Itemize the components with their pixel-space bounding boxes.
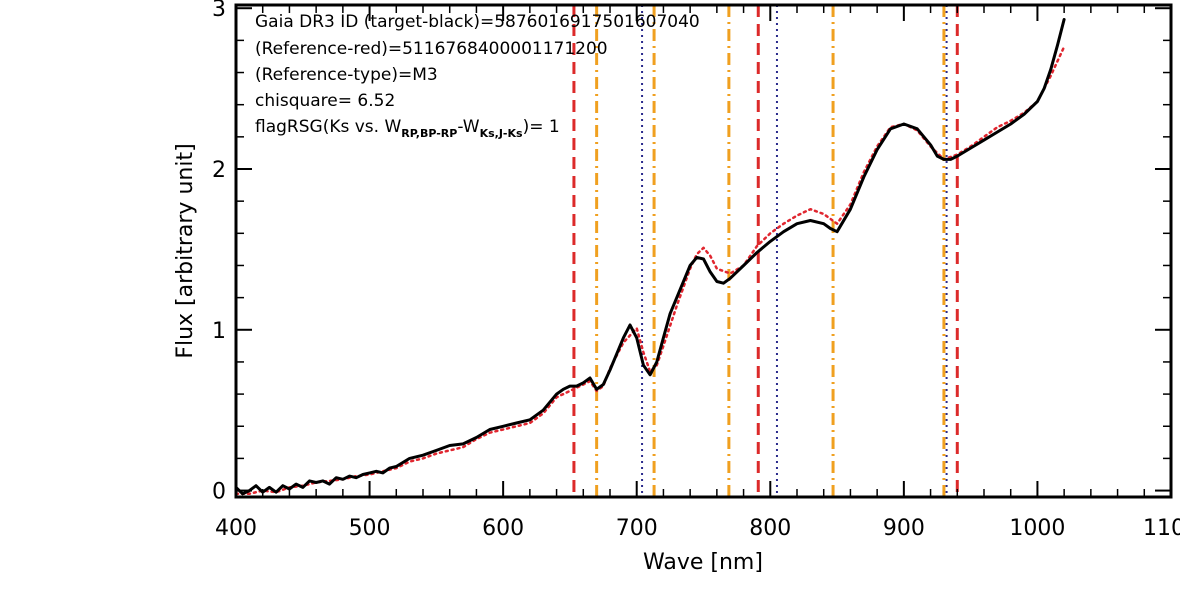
x-tick-label-4: 800 [749, 516, 791, 541]
x-tick-label-6: 1000 [1009, 516, 1065, 541]
plot-frame [234, 3, 1173, 499]
x-tick-label-2: 600 [482, 516, 524, 541]
y-axis-label: Flux [arbitrary unit] [173, 143, 198, 358]
y-tick-label-0: 0 [212, 480, 226, 505]
flag-prefix: flagRSG(Ks vs. W [255, 117, 401, 137]
annotation-flag-rsg: flagRSG(Ks vs. WRP,BP-RP-WKs,J-Ks)= 1 [255, 117, 560, 140]
series-lines [236, 18, 1066, 496]
y-tick-label-2: 2 [212, 158, 226, 183]
series-target-line [236, 18, 1066, 496]
flag-suffix: )= 1 [523, 117, 560, 137]
y-tick-label-3: 3 [212, 0, 226, 22]
reference-lines [572, 5, 959, 497]
annotation-target-id: Gaia DR3 ID (target-black)=5876016917501… [255, 12, 700, 32]
x-tick-label-3: 700 [616, 516, 658, 541]
x-axis-label: Wave [nm] [643, 550, 763, 575]
flag-sub2: Ks,J-Ks [480, 127, 523, 140]
annotation-reference-id: (Reference-red)=5116768400001171200 [255, 39, 608, 59]
flag-sub1: RP,BP-RP [401, 127, 457, 140]
annotation-block: Gaia DR3 ID (target-black)=5876016917501… [255, 12, 700, 140]
flag-mid: -W [457, 117, 479, 137]
axis-ticks [235, 5, 1172, 497]
series-reference-line [236, 45, 1066, 496]
x-tick-label-0: 400 [215, 516, 257, 541]
y-tick-label-1: 1 [212, 319, 226, 344]
annotation-chisquare: chisquare= 6.52 [255, 91, 395, 111]
annotation-reference-type: (Reference-type)=M3 [255, 65, 438, 85]
x-tick-label-5: 900 [883, 516, 925, 541]
x-tick-label-1: 500 [349, 516, 391, 541]
